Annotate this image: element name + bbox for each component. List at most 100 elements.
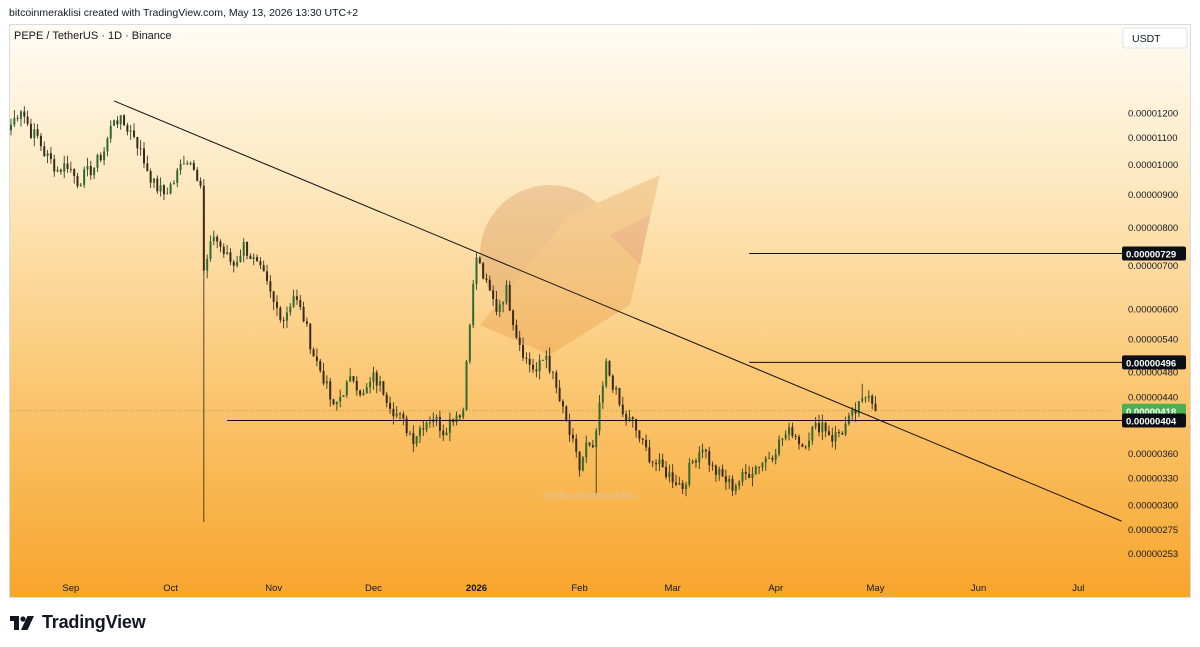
candle — [186, 160, 189, 165]
candle — [279, 305, 282, 323]
price-chart[interactable]: PEPE / TetherUS · 1D · Binance USDT @bit… — [10, 25, 1190, 597]
price-axis[interactable]: 0.00001200 0.00001100 0.00001000 0.00000900… — [1128, 108, 1178, 559]
candle — [611, 374, 614, 394]
candle — [864, 396, 867, 403]
candle — [159, 177, 162, 197]
candle-body — [143, 148, 145, 164]
candle — [405, 415, 408, 437]
candle-body — [312, 349, 315, 357]
price-tick-label: 0.00000440 — [1128, 392, 1178, 403]
candle — [621, 396, 624, 418]
candle — [379, 375, 382, 392]
candle — [49, 146, 52, 164]
candle — [804, 445, 807, 450]
time-tick-label: May — [867, 583, 885, 594]
candle-body — [216, 236, 219, 242]
candle-body — [362, 393, 365, 395]
candle — [66, 155, 69, 173]
candle — [814, 416, 817, 430]
candle — [691, 459, 694, 465]
candle-body — [671, 472, 674, 483]
candle — [508, 280, 511, 312]
candle-body — [405, 418, 408, 434]
candle-body — [192, 162, 195, 170]
candle-body — [176, 170, 179, 183]
candle — [309, 323, 312, 354]
tradingview-logo[interactable]: TradingView — [10, 612, 146, 633]
candle-body — [305, 321, 308, 324]
candle-body — [10, 124, 12, 131]
candle — [292, 289, 295, 309]
candle — [166, 187, 169, 195]
candle — [339, 389, 342, 408]
candle-body — [601, 385, 604, 403]
candle — [545, 350, 548, 369]
candle-body — [605, 361, 608, 386]
candle-body — [638, 430, 641, 439]
candle — [372, 366, 375, 390]
candle — [63, 155, 66, 179]
candle-body — [678, 483, 681, 485]
candle-body — [808, 440, 810, 447]
candle — [741, 468, 744, 486]
time-axis[interactable]: Sep Oct Nov Dec 2026 Feb Mar Apr May Jun Jul — [62, 583, 1084, 594]
candle — [312, 347, 315, 357]
candle-body — [186, 163, 189, 165]
candle-body — [834, 432, 837, 442]
candle — [53, 154, 56, 177]
candle — [276, 295, 278, 316]
candle — [232, 259, 235, 273]
candle-body — [781, 438, 784, 440]
candle-body — [518, 337, 521, 345]
candle-body — [721, 469, 724, 477]
price-tag-label: 0.00000418 — [1126, 407, 1176, 418]
price-tick-label: 0.00000300 — [1128, 501, 1178, 512]
candle-body — [369, 381, 372, 388]
currency-button[interactable]: USDT — [1122, 27, 1188, 49]
candle — [295, 289, 298, 305]
candle-body — [794, 436, 797, 437]
candle — [748, 466, 751, 479]
watermark-handle: @bitcoinmeraklisi — [542, 490, 636, 502]
candle-body — [615, 387, 618, 390]
candle-body — [784, 434, 787, 439]
candle-body — [455, 415, 458, 423]
candle-body — [96, 154, 99, 168]
candle — [219, 239, 222, 253]
candle-body — [874, 403, 877, 411]
candle-body — [43, 146, 46, 157]
candle-body — [551, 371, 554, 373]
candle-body — [113, 120, 116, 126]
candle-body — [73, 169, 76, 176]
candle-body — [276, 301, 278, 308]
candle-body — [425, 422, 428, 430]
price-tag-label: 0.00000729 — [1126, 249, 1176, 260]
candle-body — [492, 290, 495, 300]
candle-body — [162, 185, 165, 195]
price-tick-label: 0.00001000 — [1128, 160, 1178, 171]
candle-body — [871, 395, 874, 404]
candle — [209, 235, 212, 262]
candle — [13, 110, 16, 128]
candle — [202, 178, 205, 523]
candle — [226, 244, 229, 255]
candle — [827, 425, 830, 436]
price-tag-label: 0.00000496 — [1126, 358, 1176, 369]
candle-body — [588, 442, 591, 446]
candle-body — [645, 439, 648, 448]
candle — [648, 439, 651, 464]
candle — [568, 413, 571, 442]
candle — [389, 396, 392, 414]
candle-body — [66, 163, 69, 169]
chart-panel[interactable]: PEPE / TetherUS · 1D · Binance USDT @bit… — [9, 24, 1191, 598]
candle-body — [438, 416, 441, 431]
candle — [522, 337, 525, 361]
candle — [591, 439, 594, 449]
candle — [734, 483, 737, 495]
candle — [222, 243, 225, 258]
candle-body — [76, 175, 79, 187]
candle-body — [412, 433, 415, 445]
candle — [189, 161, 192, 166]
candle-body — [508, 284, 511, 311]
